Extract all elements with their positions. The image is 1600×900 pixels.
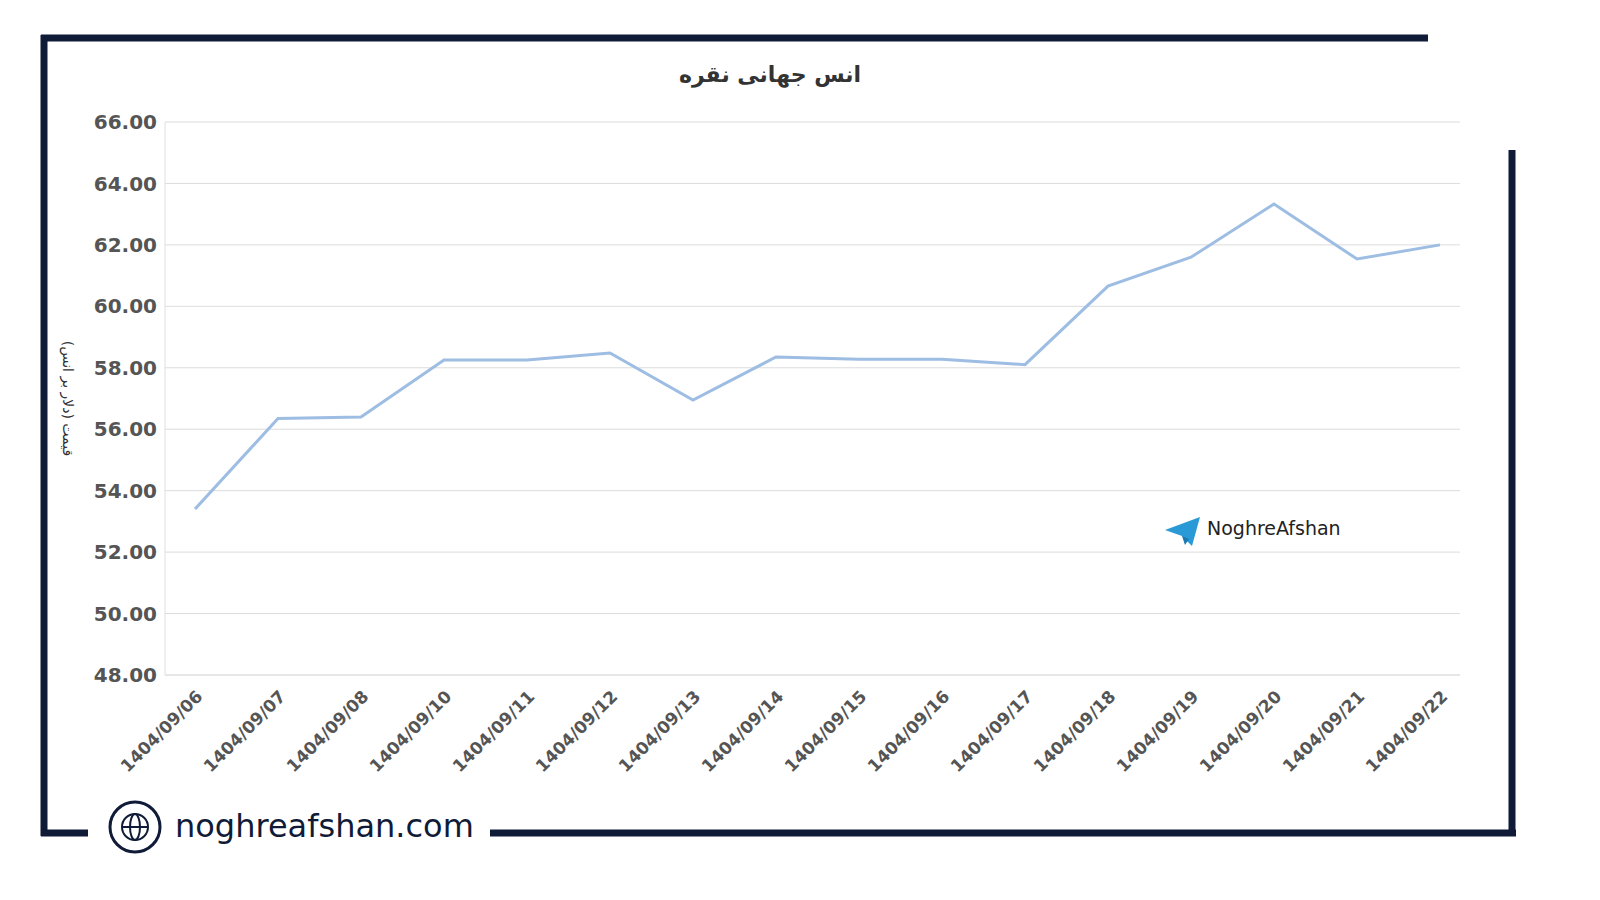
html-text:انس جهانی نقره: انس جهانی نقره (678, 62, 862, 87)
svg-text:66.00: 66.00 (94, 110, 157, 134)
svg-text:1404/09/08: 1404/09/08 (283, 686, 373, 776)
svg-text:1404/09/18: 1404/09/18 (1030, 686, 1120, 776)
svg-text:1404/09/21: 1404/09/21 (1279, 686, 1369, 776)
svg-text:50.00: 50.00 (94, 602, 157, 626)
svg-text:62.00: 62.00 (94, 233, 157, 257)
svg-text:1404/09/13: 1404/09/13 (615, 686, 705, 776)
svg-text:1404/09/19: 1404/09/19 (1113, 686, 1203, 776)
svg-text:1404/09/14: 1404/09/14 (698, 686, 788, 776)
svg-text:1404/09/17: 1404/09/17 (947, 686, 1037, 776)
html-text:noghreafshan.com: noghreafshan.com (175, 807, 474, 845)
svg-text:1404/09/10: 1404/09/10 (366, 686, 456, 776)
svg-text:58.00: 58.00 (94, 356, 157, 380)
svg-text:1404/09/12: 1404/09/12 (532, 686, 622, 776)
svg-text:56.00: 56.00 (94, 417, 157, 441)
svg-text:1404/09/15: 1404/09/15 (781, 686, 871, 776)
svg-text:قیمت (دلار بر انس): قیمت (دلار بر انس) (59, 341, 76, 456)
svg-text:1404/09/22: 1404/09/22 (1362, 686, 1452, 776)
svg-text:48.00: 48.00 (94, 663, 157, 687)
html-text:NoghreAfshan: NoghreAfshan (1207, 517, 1341, 539)
svg-text:1404/09/06: 1404/09/06 (117, 686, 207, 776)
svg-text:52.00: 52.00 (94, 540, 157, 564)
svg-text:60.00: 60.00 (94, 294, 157, 318)
svg-text:1404/09/20: 1404/09/20 (1196, 686, 1286, 776)
svg-text:1404/09/16: 1404/09/16 (864, 686, 954, 776)
svg-text:54.00: 54.00 (94, 479, 157, 503)
svg-text:1404/09/07: 1404/09/07 (200, 686, 290, 776)
svg-text:64.00: 64.00 (94, 172, 157, 196)
svg-text:1404/09/11: 1404/09/11 (449, 686, 539, 776)
